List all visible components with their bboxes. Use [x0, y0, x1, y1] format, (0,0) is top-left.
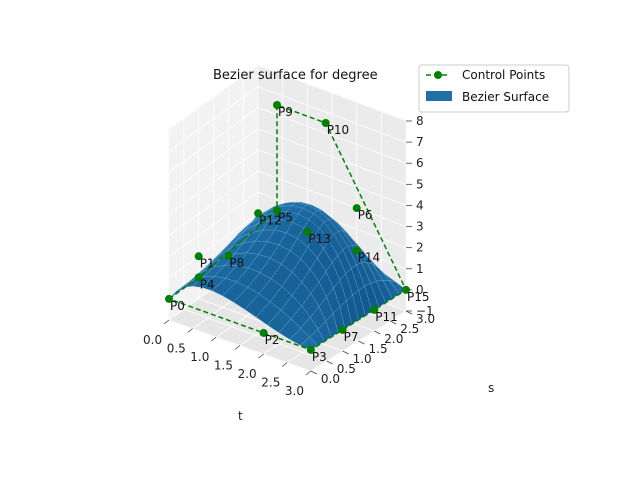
control-point-label: P11	[375, 310, 398, 324]
z-tick-label: 3	[416, 220, 424, 234]
x-tick-mark	[282, 362, 288, 367]
z-tick-label: 6	[416, 156, 424, 170]
x-tick-label: 1.5	[214, 359, 233, 373]
x-tick-label: 0.5	[167, 342, 186, 356]
control-point-marker	[306, 345, 315, 354]
z-tick-label: 8	[416, 114, 424, 128]
gridline-z	[168, 65, 407, 131]
control-point-net: P0 P1 P2 P3 P4 P5 P6 P7 P8 P9 P10 P11 P12 P13 P14 P15	[165, 101, 430, 364]
chart-title: Bezier surface for degree	[213, 68, 378, 83]
gridline-z	[168, 107, 407, 173]
gridline-z	[168, 191, 407, 258]
axis-ticks: 0.00.51.01.52.02.53.00.00.51.01.52.02.53…	[143, 114, 435, 398]
control-point-marker	[259, 328, 268, 337]
control-point-marker	[352, 204, 361, 213]
legend: Control Points Bezier Surface	[418, 64, 570, 113]
z-tick-label: 0	[416, 283, 424, 297]
y-tick-mark	[310, 370, 318, 375]
x-tick-mark	[187, 328, 193, 333]
control-point-marker	[194, 273, 203, 282]
z-tick-label: 5	[416, 177, 424, 191]
x-tick-label: 0.0	[143, 333, 162, 347]
control-point-label: P10	[327, 123, 350, 137]
control-point-marker	[273, 206, 281, 215]
control-point-marker	[165, 294, 173, 303]
control-point-marker	[338, 325, 347, 334]
control-point-marker	[273, 101, 281, 109]
legend-control-marker	[434, 71, 442, 79]
control-point-label: P6	[358, 208, 373, 222]
control-point-label: P4	[200, 277, 215, 291]
control-point-marker	[370, 305, 379, 314]
x-tick-label: 3.0	[285, 384, 304, 398]
x-tick-mark	[305, 370, 312, 376]
y-tick-label: 0.5	[337, 362, 356, 376]
x-axis-label: t	[238, 409, 243, 423]
x-tick-mark	[258, 353, 264, 359]
control-point-label: P1	[200, 256, 215, 270]
legend-label-control: Control Points	[462, 68, 545, 82]
y-tick-mark	[405, 310, 413, 315]
control-point-label: P3	[312, 350, 327, 364]
y-tick-mark	[326, 360, 333, 365]
y-tick-mark	[342, 350, 349, 355]
y-tick-mark	[389, 320, 397, 325]
y-tick-label: 2.0	[384, 332, 403, 346]
y-axis-label: s	[488, 381, 494, 395]
z-tick-label: 7	[416, 135, 424, 149]
control-point-marker	[321, 119, 330, 127]
control-point-label: P5	[278, 211, 293, 225]
surface-facet	[168, 285, 185, 300]
gridline-z	[168, 86, 407, 152]
legend-surface-swatch	[426, 91, 452, 101]
surface-facet	[237, 223, 258, 240]
z-tick-label: 2	[416, 241, 424, 255]
legend-box	[418, 64, 570, 113]
z-tick-label: −1	[416, 304, 434, 318]
control-point-marker	[194, 252, 203, 261]
y-tick-label: 3.0	[416, 312, 435, 326]
control-point-label: P12	[259, 213, 282, 227]
control-point-label: P15	[407, 290, 430, 304]
x-tick-mark	[163, 319, 170, 325]
x-tick-mark	[234, 345, 241, 350]
y-tick-label: 1.0	[353, 352, 372, 366]
surface-facet	[203, 264, 226, 278]
z-tick-label: 4	[416, 198, 424, 212]
surface-facet	[212, 240, 233, 260]
control-point-marker	[352, 246, 361, 255]
x-tick-label: 1.0	[190, 350, 209, 364]
x-tick-label: 2.5	[261, 376, 280, 390]
control-point-marker	[224, 251, 233, 260]
control-point-label: P14	[358, 250, 381, 264]
control-point-label: P13	[308, 232, 331, 246]
y-tick-label: 1.5	[369, 342, 388, 356]
control-point-marker	[254, 209, 263, 218]
gridline-z	[168, 128, 407, 194]
x-tick-mark	[211, 336, 217, 342]
y-tick-label: 2.5	[400, 322, 419, 336]
control-point-label: P9	[278, 105, 293, 119]
bezier-surface	[168, 201, 407, 351]
control-point-marker	[303, 227, 312, 236]
x-tick-label: 2.0	[238, 367, 257, 381]
control-point-marker	[402, 285, 410, 294]
control-point-label: P0	[170, 299, 185, 313]
y-tick-label: 0.0	[321, 372, 340, 386]
control-point-label: P7	[344, 330, 359, 344]
y-tick-mark	[374, 330, 381, 335]
y-tick-mark	[358, 340, 365, 345]
control-point-label: P2	[265, 333, 280, 347]
legend-label-surface: Bezier Surface	[462, 90, 549, 104]
z-tick-label: 1	[416, 262, 424, 276]
surface-facet	[249, 220, 270, 234]
control-point-label: P8	[229, 256, 244, 270]
